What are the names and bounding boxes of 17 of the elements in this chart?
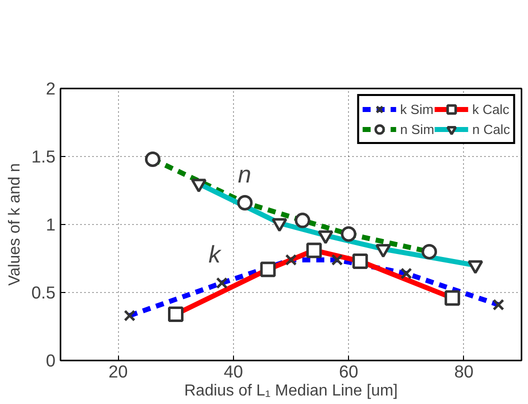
y-tick-label: 0.5 <box>31 282 56 302</box>
x-tick-label: 20 <box>108 362 128 382</box>
annotation: n <box>238 162 252 188</box>
y-tick-label: 1 <box>46 214 56 234</box>
annotation: k <box>208 242 222 268</box>
y-axis-title: Values of k and n <box>6 163 24 286</box>
x-tick-label: 40 <box>224 362 244 382</box>
legend-label: n Sim <box>400 121 434 137</box>
legend-label: n Calc <box>472 121 510 137</box>
y-tick-label: 2 <box>46 78 56 98</box>
x-axis-title: Radius of L₁ Median Line [um] <box>184 382 398 400</box>
legend-label: k Sim <box>400 101 434 117</box>
y-tick-label: 0 <box>46 350 56 370</box>
x-tick-label: 60 <box>338 362 358 382</box>
legend-label: k Calc <box>472 101 510 117</box>
x-tick-label: 80 <box>454 362 474 382</box>
y-tick-label: 1.5 <box>31 146 56 166</box>
